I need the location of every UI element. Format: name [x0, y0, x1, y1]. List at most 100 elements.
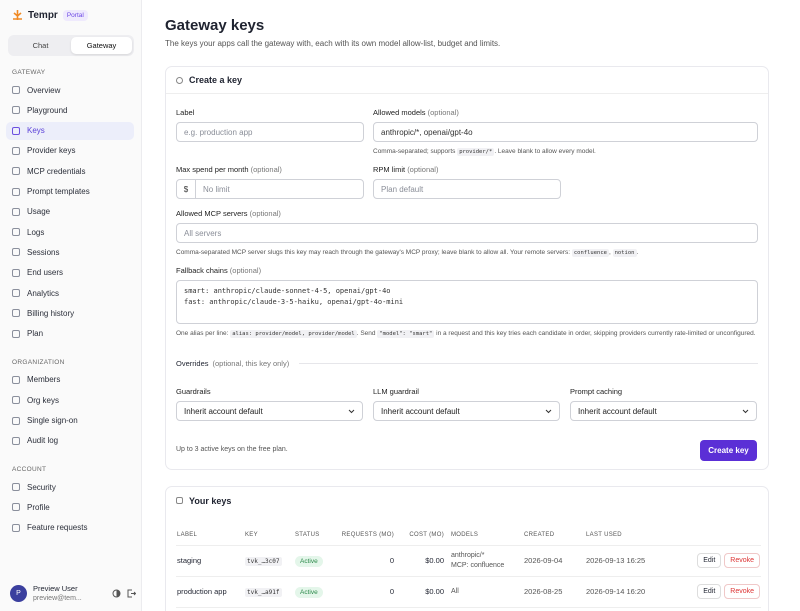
- nav-label: Plan: [27, 329, 44, 339]
- nav-item[interactable]: Audit log: [6, 432, 134, 450]
- revoke-button[interactable]: Revoke: [724, 584, 760, 599]
- table-body: staging tvk_…3c07 Active 0 $0.00 anthropic/* M…: [176, 545, 761, 608]
- logout[interactable]: [127, 589, 136, 598]
- create-button[interactable]: Create key: [700, 440, 757, 461]
- page-title: Gateway keys: [165, 17, 265, 34]
- tab[interactable]: Chat: [32, 41, 49, 50]
- icon: [12, 106, 20, 115]
- theme-toggle[interactable]: [112, 589, 121, 598]
- nav-label: Playground: [27, 105, 68, 115]
- brand: Tempr Portal: [12, 9, 88, 21]
- nav-label: Single sign-on: [27, 416, 78, 425]
- card-title: Create a key: [189, 75, 243, 85]
- model: MCP: confluence: [451, 561, 505, 569]
- column-header: CREATED: [523, 525, 585, 546]
- field-label: Allowed models (optional): [373, 108, 758, 117]
- nav-item[interactable]: Billing history: [6, 304, 134, 322]
- help-text: in a request and this key tries each can…: [434, 330, 756, 337]
- chevron: [742, 409, 749, 413]
- user-info: Preview User preview@tem...: [33, 584, 106, 603]
- optional: (optional): [407, 165, 439, 174]
- page-subtitle: The keys your apps call the gateway with…: [165, 39, 501, 48]
- select[interactable]: Inherit account default: [570, 401, 757, 421]
- cell-label: staging: [176, 545, 244, 577]
- nav-item[interactable]: Analytics: [6, 284, 134, 302]
- field-label: LLM guardrail: [373, 387, 419, 396]
- edit-button[interactable]: Edit: [697, 584, 722, 599]
- field: Allowed MCP servers (optional) All serve…: [176, 209, 758, 259]
- select-value: Inherit account default: [578, 406, 657, 416]
- nav-item[interactable]: Usage: [6, 203, 134, 221]
- mode-tabs: Chat Gateway: [8, 35, 134, 56]
- help-text: . Leave blank to allow every model.: [494, 148, 596, 155]
- nav-item[interactable]: MCP credentials: [6, 162, 134, 180]
- field: Fallback chains (optional) smart: anthro…: [176, 266, 758, 340]
- input[interactable]: All servers: [176, 223, 758, 243]
- textarea[interactable]: smart: anthropic/claude-sonnet-4-5, open…: [176, 280, 758, 324]
- nav-item[interactable]: Playground: [6, 101, 134, 119]
- nav-item[interactable]: Feature requests: [6, 519, 134, 537]
- nav-label: End users: [27, 268, 64, 278]
- label-text: Max spend per month: [176, 165, 249, 174]
- select[interactable]: Inherit account default: [373, 401, 560, 421]
- nav-item[interactable]: Members: [6, 371, 134, 389]
- avatar[interactable]: P: [10, 585, 27, 602]
- nav-item[interactable]: Sessions: [6, 243, 134, 261]
- cell-cost: $0.00: [400, 545, 450, 577]
- nav-item[interactable]: Security: [6, 478, 134, 496]
- label-text: RPM limit: [373, 165, 406, 174]
- revoke-button[interactable]: Revoke: [724, 553, 760, 568]
- icon: [12, 503, 20, 512]
- help: Comma-separated MCP server slugs this ke…: [176, 247, 758, 259]
- select-value: Inherit account default: [381, 406, 460, 416]
- placeholder: No limit: [203, 184, 230, 194]
- nav-label: Analytics: [27, 288, 60, 298]
- field-label: Max spend per month (optional): [176, 165, 364, 174]
- edit-button[interactable]: Edit: [697, 553, 722, 568]
- input[interactable]: Plan default: [373, 179, 561, 199]
- nav-label: Org keys: [27, 395, 60, 405]
- nav-item[interactable]: Profile: [6, 498, 134, 516]
- input[interactable]: $ No limit: [176, 179, 364, 199]
- icon: [176, 497, 183, 504]
- code: confluence: [571, 249, 609, 257]
- nav-label: Billing history: [27, 308, 75, 318]
- nav-item[interactable]: Prompt templates: [6, 183, 134, 201]
- nav-item[interactable]: Org keys: [6, 391, 134, 409]
- keys-table: LABEL KEY STATUS REQUESTS (MO) COST (MO) MODE…: [176, 525, 761, 608]
- create-card: Create a key Label e.g. production app A…: [165, 66, 769, 470]
- nav-label: Prompt templates: [27, 187, 90, 196]
- select-value: Inherit account default: [184, 406, 263, 416]
- field: Allowed models (optional) anthropic/*, o…: [373, 108, 758, 158]
- model: anthropic/*: [451, 551, 485, 559]
- cell-last-used: 2026-09-14 16:20: [585, 576, 669, 608]
- nav-item[interactable]: Overview: [6, 81, 134, 99]
- cell-actions: Edit Revoke: [668, 576, 761, 608]
- prefix: $: [177, 180, 196, 198]
- cell-key: tvk_…3c07: [244, 545, 294, 577]
- nav-item[interactable]: Keys: [6, 121, 134, 140]
- nav-item[interactable]: Single sign-on: [6, 412, 134, 430]
- card-title: Your keys: [189, 495, 232, 506]
- input[interactable]: e.g. production app: [176, 122, 364, 142]
- cell-created: 2026-08-25: [523, 576, 585, 608]
- key: tvk_…3c07: [245, 557, 282, 566]
- optional: (optional): [229, 266, 262, 275]
- cell-models: anthropic/* MCP: confluence: [450, 545, 523, 577]
- keys-card: Your keys LABEL KEY STATUS REQUESTS (MO) COS…: [165, 486, 769, 611]
- code: alias: provider/model, provider/model: [230, 330, 357, 338]
- user-email: preview@tem...: [33, 595, 82, 602]
- help-text: . Send: [356, 330, 378, 337]
- optional: (optional): [249, 209, 281, 218]
- nav-item[interactable]: Logs: [6, 223, 134, 241]
- tab[interactable]: Gateway: [71, 37, 132, 54]
- card-header: Your keys: [166, 487, 768, 514]
- input[interactable]: anthropic/*, openai/gpt-4o: [373, 122, 758, 142]
- nav-item[interactable]: Plan: [6, 325, 134, 343]
- field-label: RPM limit (optional): [373, 165, 561, 174]
- nav-item[interactable]: End users: [6, 264, 134, 282]
- nav-item[interactable]: Provider keys: [6, 142, 134, 160]
- cell-last-used: 2026-09-13 16:25: [585, 545, 669, 577]
- select[interactable]: Inherit account default: [176, 401, 363, 421]
